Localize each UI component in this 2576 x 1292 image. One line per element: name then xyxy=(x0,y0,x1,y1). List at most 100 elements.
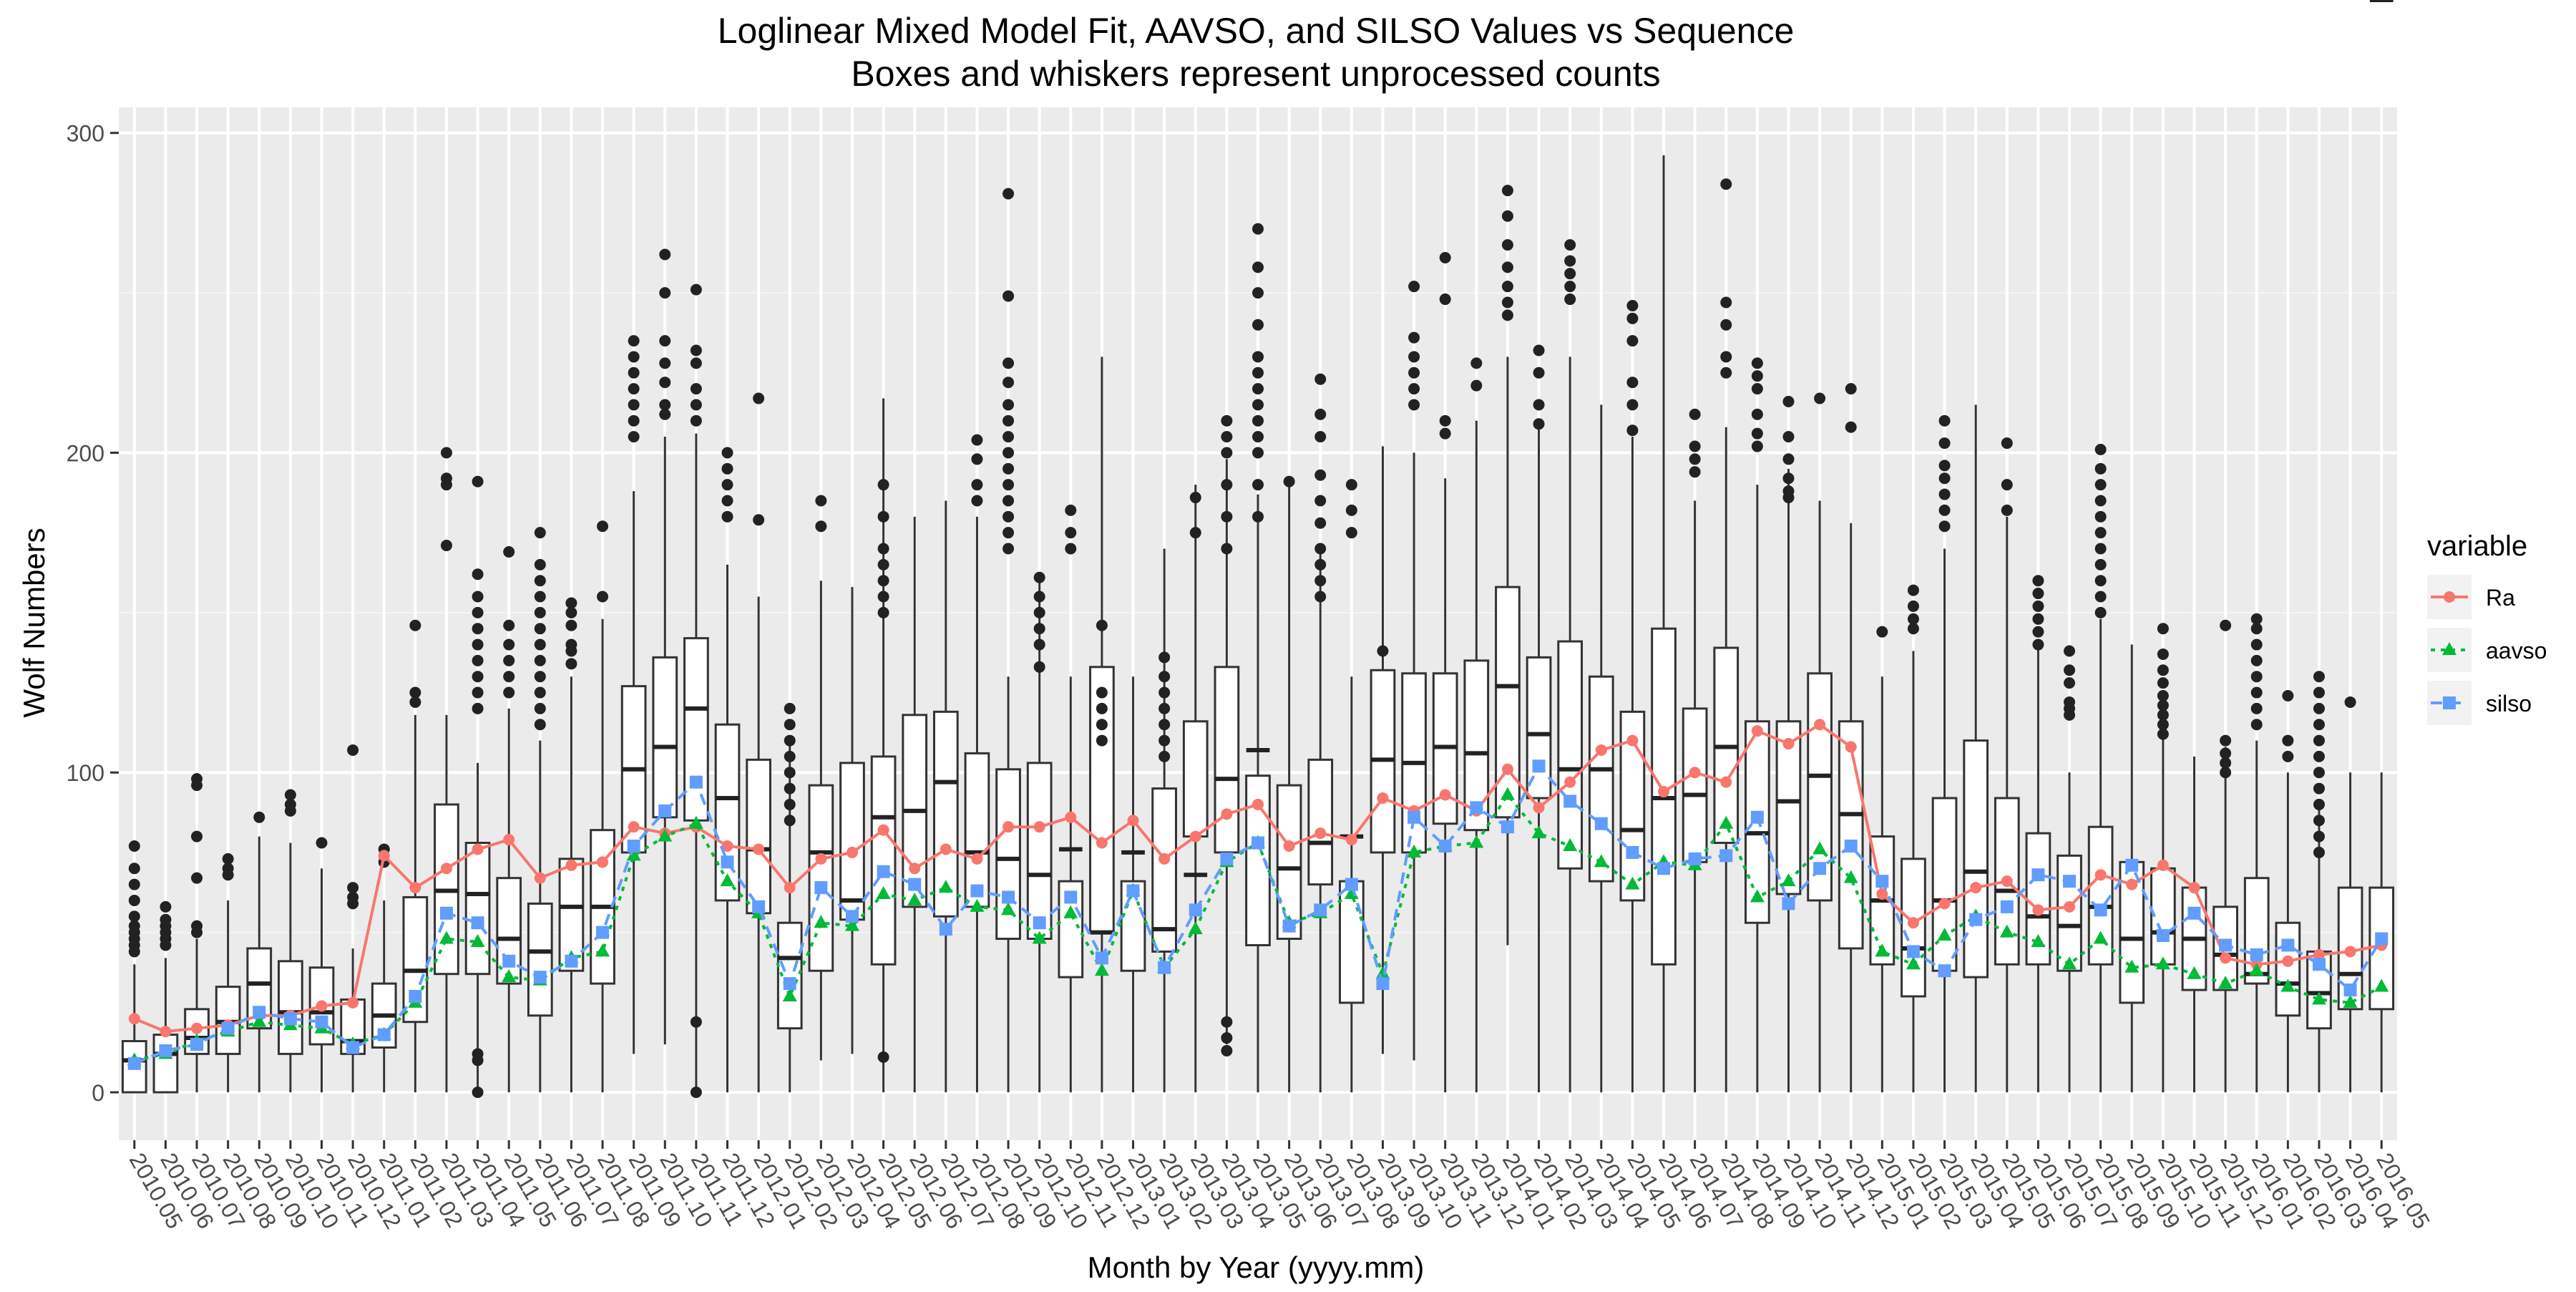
outlier-point xyxy=(1096,686,1108,699)
series-point xyxy=(1470,801,1483,815)
series-point xyxy=(1407,810,1421,824)
series-point xyxy=(1345,834,1357,846)
legend: variable Ra aavso silso xyxy=(2427,530,2547,725)
outlier-point xyxy=(1158,719,1171,731)
outlier-point xyxy=(690,399,702,411)
outlier-point xyxy=(565,619,577,631)
outlier-point xyxy=(2313,734,2325,747)
outlier-point xyxy=(628,383,640,395)
box-iqr xyxy=(558,858,585,972)
series-point xyxy=(377,1028,391,1041)
series-point xyxy=(1127,815,1139,827)
series-point xyxy=(1626,845,1639,859)
series-point xyxy=(1501,763,1513,775)
box-iqr xyxy=(1495,586,1521,819)
box-2011.07 xyxy=(558,597,585,1092)
outlier-point xyxy=(534,686,546,699)
outlier-point xyxy=(721,479,733,491)
outlier-point xyxy=(1314,469,1327,481)
outlier-point xyxy=(1751,370,1763,382)
series-point xyxy=(316,1000,328,1012)
outlier-point xyxy=(2220,734,2232,747)
outlier-point xyxy=(1096,702,1108,714)
series-point xyxy=(1189,903,1202,917)
series-point xyxy=(907,892,922,905)
series-point xyxy=(1189,830,1201,842)
series-point xyxy=(1033,821,1045,833)
outlier-point xyxy=(253,811,265,823)
outlier-point xyxy=(1002,495,1015,507)
series-point xyxy=(846,846,858,858)
box-iqr xyxy=(1963,739,1989,978)
legend-marker xyxy=(2444,591,2455,603)
outlier-point xyxy=(1002,357,1015,369)
box-2011.06 xyxy=(527,527,553,1092)
outlier-point xyxy=(128,910,140,923)
series-point xyxy=(597,856,609,868)
outlier-point xyxy=(1564,281,1576,293)
outlier-point xyxy=(1252,261,1264,273)
series-point xyxy=(221,1021,235,1035)
outlier-point xyxy=(877,543,889,555)
outlier-point xyxy=(534,558,546,570)
outlier-point xyxy=(1782,431,1795,443)
box-2012.05 xyxy=(870,398,897,1092)
series-point xyxy=(1001,902,1016,915)
outlier-point xyxy=(2001,437,2013,450)
outlier-point xyxy=(1221,543,1233,555)
outlier-point xyxy=(1751,383,1763,395)
outlier-point xyxy=(659,408,671,420)
outlier-point xyxy=(503,686,515,699)
outlier-point xyxy=(877,606,889,618)
series-point xyxy=(970,898,985,912)
outlier-point xyxy=(2282,750,2294,762)
outlier-point xyxy=(472,702,484,714)
outlier-point xyxy=(191,872,203,884)
outlier-point xyxy=(784,719,796,731)
outlier-point xyxy=(1252,223,1264,235)
outlier-point xyxy=(1033,661,1045,673)
series-point xyxy=(2312,958,2326,971)
box-iqr xyxy=(1214,666,1240,854)
outlier-point xyxy=(347,882,359,894)
outlier-point xyxy=(1408,399,1420,411)
series-point xyxy=(1063,905,1078,918)
outlier-point xyxy=(1501,296,1513,309)
outlier-point xyxy=(1158,686,1171,699)
outlier-point xyxy=(597,520,609,533)
outlier-point xyxy=(1938,504,1951,516)
outlier-point xyxy=(628,351,640,363)
outlier-point xyxy=(1814,392,1826,404)
box-iqr xyxy=(839,762,865,921)
outlier-point xyxy=(1720,178,1732,190)
outlier-point xyxy=(1533,418,1545,430)
box-iqr xyxy=(1682,707,1708,863)
series-point xyxy=(1813,841,1828,855)
series-point xyxy=(502,954,516,968)
outlier-point xyxy=(316,837,328,849)
outlier-point xyxy=(1533,366,1545,379)
series-point xyxy=(1999,924,2014,938)
outlier-point xyxy=(1283,475,1295,487)
series-point xyxy=(1844,839,1858,853)
outlier-point xyxy=(659,335,671,347)
box-2012.06 xyxy=(902,516,928,1092)
outlier-point xyxy=(1314,373,1327,385)
series-point xyxy=(1969,913,1983,926)
outlier-point xyxy=(815,520,827,533)
outlier-point xyxy=(1782,472,1795,485)
outlier-point xyxy=(2313,767,2325,779)
outlier-point xyxy=(2157,709,2169,721)
box-iqr xyxy=(152,1034,179,1094)
outlier-point xyxy=(1221,447,1233,459)
series-point xyxy=(658,828,673,842)
outlier-point xyxy=(1470,357,1483,369)
box-2015.12 xyxy=(2212,619,2238,1092)
outlier-point xyxy=(440,540,452,552)
outlier-point xyxy=(1252,351,1264,363)
series-point xyxy=(1876,888,1888,900)
outlier-point xyxy=(1252,399,1264,411)
series-point xyxy=(940,843,952,855)
series-point xyxy=(2344,946,2356,958)
outlier-point xyxy=(1189,527,1201,539)
